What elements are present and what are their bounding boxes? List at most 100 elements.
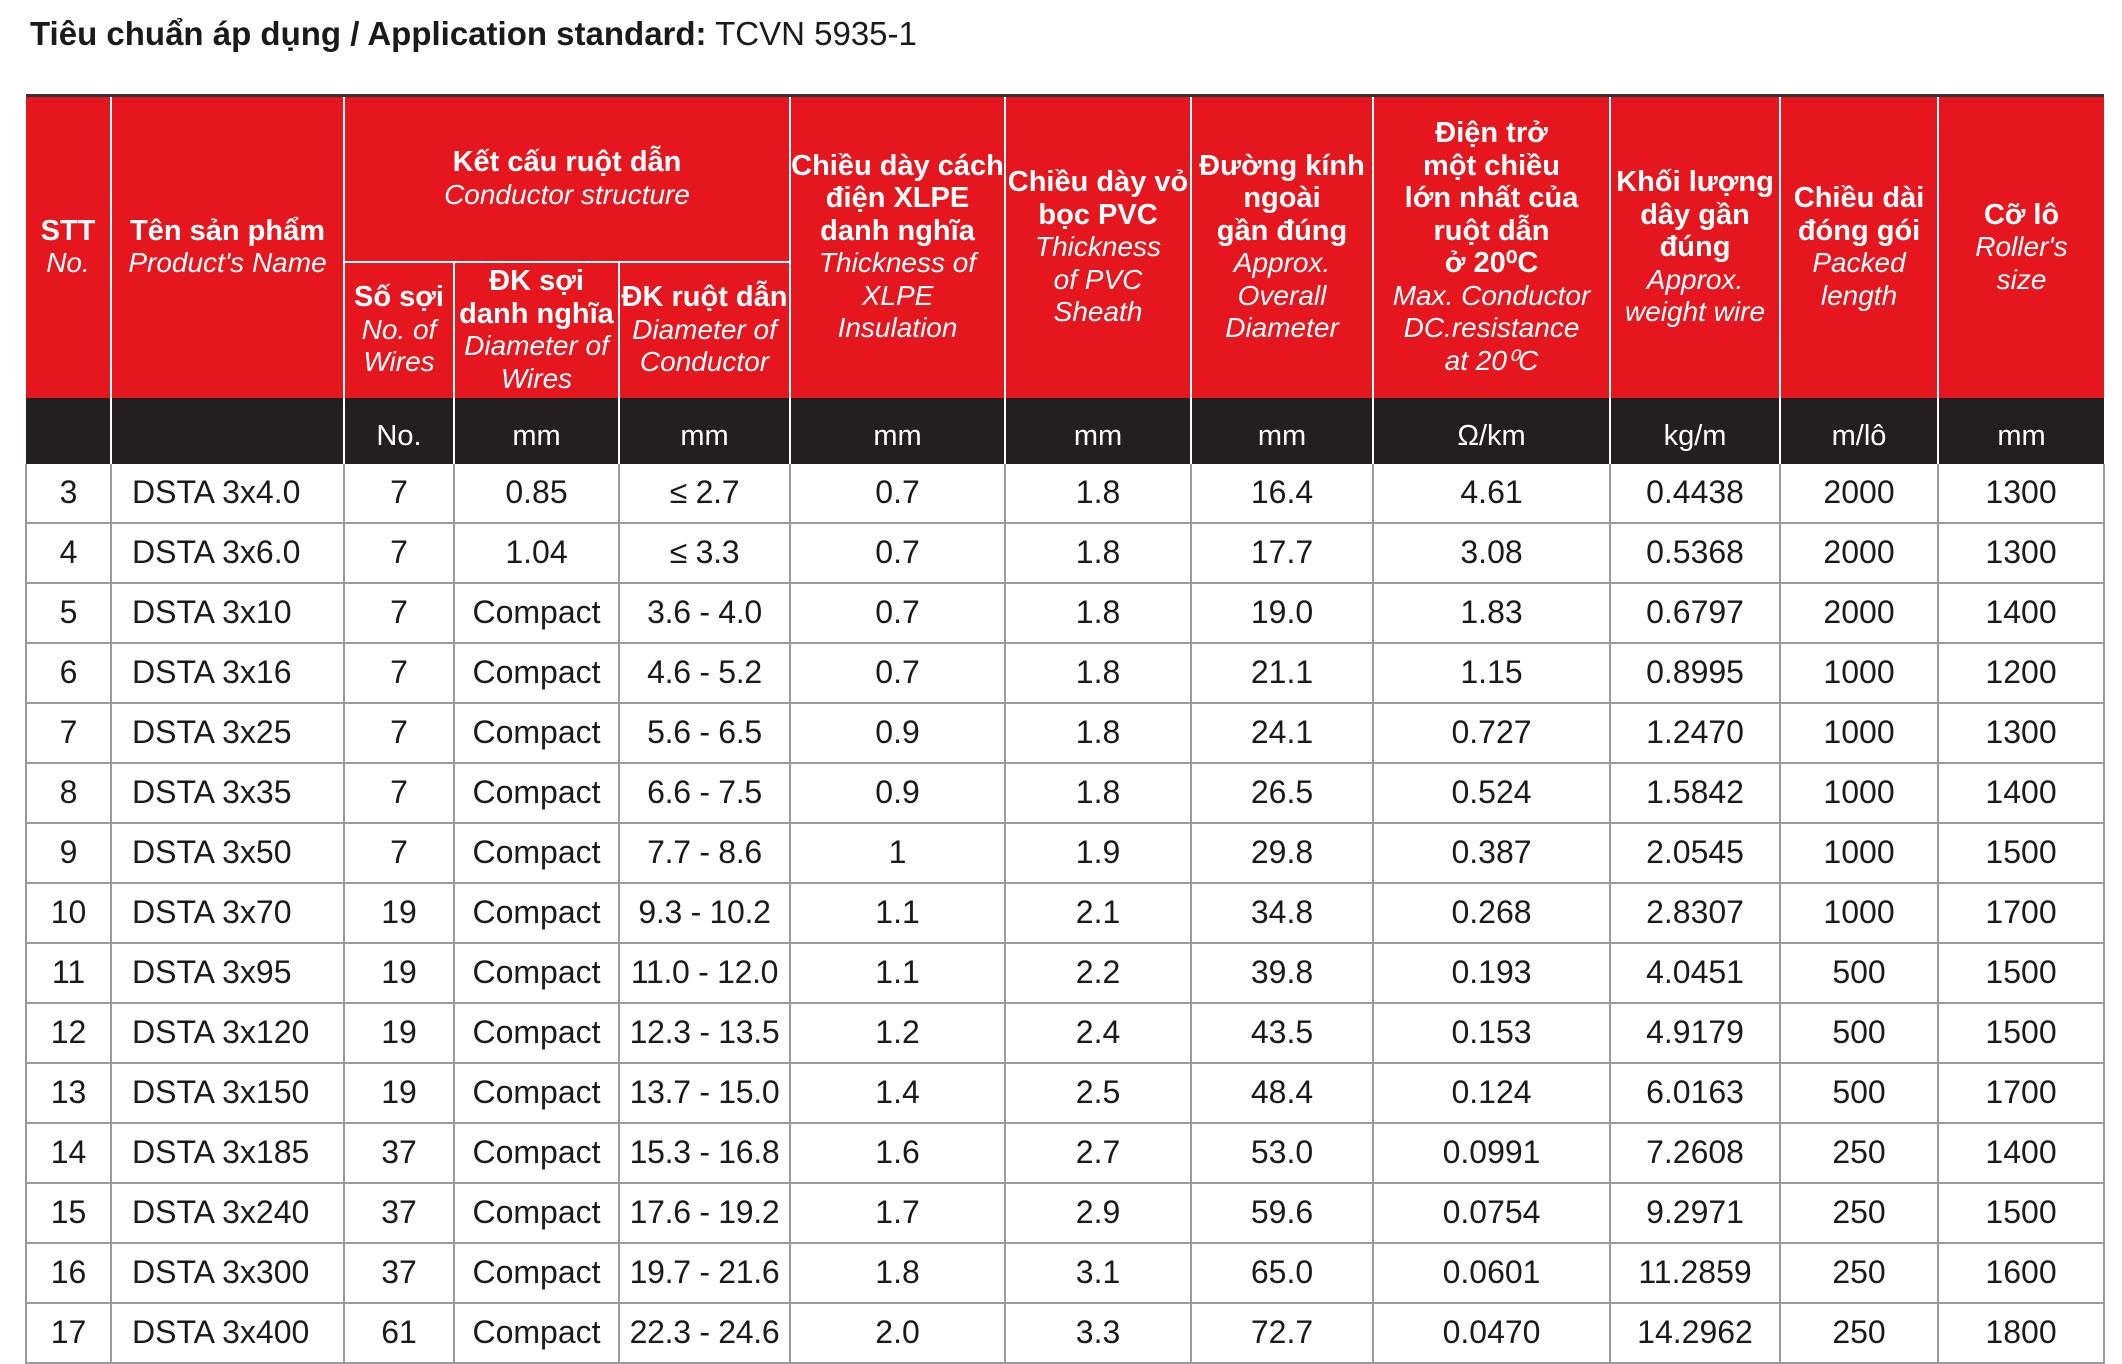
- standard-label: Tiêu chuẩn áp dụng / Application standar…: [30, 15, 707, 52]
- cell-resistance: 0.268: [1373, 882, 1612, 944]
- cell-weight: 0.4438: [1610, 463, 1782, 524]
- cell-overall-diameter: 65.0: [1191, 1242, 1375, 1304]
- cell-resistance: 0.387: [1373, 822, 1612, 884]
- cell-wire-diameter: 0.85: [454, 463, 620, 524]
- cell-overall-diameter: 39.8: [1191, 942, 1375, 1004]
- cell-weight: 1.2470: [1610, 702, 1782, 764]
- cell-sheath: 2.2: [1005, 942, 1193, 1004]
- cell-weight: 0.6797: [1610, 582, 1782, 644]
- unit-cell: mm: [617, 397, 791, 464]
- cell-stt: 4: [25, 522, 112, 584]
- cell-sheath: 1.8: [1005, 642, 1193, 704]
- table-row: 8 DSTA 3x35 7 Compact 6.6 - 7.5 0.9 1.8 26.5 0.5…: [25, 762, 2106, 824]
- table-row: 12 DSTA 3x120 19 Compact 12.3 - 13.5 1.2 2.4 43…: [25, 1002, 2106, 1064]
- cell-wires: 37: [344, 1122, 455, 1184]
- cell-weight: 4.9179: [1610, 1002, 1782, 1064]
- cell-insulation: 1.1: [790, 942, 1007, 1004]
- cell-wire-diameter: Compact: [454, 1122, 620, 1184]
- cell-wires: 61: [344, 1302, 455, 1364]
- unit-cell: mm: [1937, 397, 2105, 464]
- cell-stt: 15: [25, 1182, 112, 1244]
- cell-product-name: DSTA 3x150: [111, 1062, 345, 1124]
- table-row: 11 DSTA 3x95 19 Compact 11.0 - 12.0 1.1 2.2 39.…: [25, 942, 2106, 1004]
- cell-overall-diameter: 72.7: [1191, 1302, 1375, 1364]
- cell-insulation: 1.8: [790, 1242, 1007, 1304]
- cell-packed-length: 1000: [1780, 642, 1940, 704]
- col-packed-length-header: Chiều dài đóng gói Packed length: [1779, 94, 1940, 398]
- cell-product-name: DSTA 3x10: [111, 582, 345, 644]
- cell-insulation: 0.9: [790, 702, 1007, 764]
- cell-wires: 19: [344, 882, 455, 944]
- application-standard: Tiêu chuẩn áp dụng / Application standar…: [30, 14, 917, 54]
- cell-wire-diameter: Compact: [454, 882, 620, 944]
- cell-sheath: 1.8: [1005, 582, 1193, 644]
- cell-product-name: DSTA 3x25: [111, 702, 345, 764]
- cell-packed-length: 250: [1780, 1302, 1940, 1364]
- col-roller-size-header: Cỡ lô Roller's size: [1937, 94, 2105, 398]
- cell-conductor-diameter: 19.7 - 21.6: [619, 1242, 792, 1304]
- cell-wires: 7: [344, 522, 455, 584]
- cell-stt: 7: [25, 702, 112, 764]
- cell-resistance: 3.08: [1373, 522, 1612, 584]
- cell-packed-length: 1000: [1780, 882, 1940, 944]
- cell-product-name: DSTA 3x50: [111, 822, 345, 884]
- cell-product-name: DSTA 3x185: [111, 1122, 345, 1184]
- cell-resistance: 0.193: [1373, 942, 1612, 1004]
- cell-sheath: 3.1: [1005, 1242, 1193, 1304]
- cell-resistance: 0.153: [1373, 1002, 1612, 1064]
- cell-weight: 0.5368: [1610, 522, 1782, 584]
- cell-conductor-diameter: 6.6 - 7.5: [619, 762, 792, 824]
- cell-packed-length: 250: [1780, 1122, 1940, 1184]
- table-row: 6 DSTA 3x16 7 Compact 4.6 - 5.2 0.7 1.8 21.1 1.1…: [25, 642, 2106, 704]
- cell-product-name: DSTA 3x4.0: [111, 463, 345, 524]
- cell-product-name: DSTA 3x70: [111, 882, 345, 944]
- cell-roller-size: 1300: [1938, 463, 2106, 524]
- cell-wires: 7: [344, 822, 455, 884]
- cell-packed-length: 500: [1780, 1002, 1940, 1064]
- cell-packed-length: 2000: [1780, 582, 1940, 644]
- header-row-1: STT No. Tên sản phẩm Product's Name Kết cấ…: [26, 94, 2105, 398]
- cell-overall-diameter: 53.0: [1191, 1122, 1375, 1184]
- conductor-structure-header: Kết cấu ruột dẫn Conductor structure: [342, 94, 792, 263]
- cell-overall-diameter: 43.5: [1191, 1002, 1375, 1064]
- cell-stt: 8: [25, 762, 112, 824]
- unit-cell: mm: [789, 397, 1006, 464]
- cell-stt: 9: [25, 822, 112, 884]
- cell-conductor-diameter: 7.7 - 8.6: [619, 822, 792, 884]
- cell-wires: 7: [344, 463, 455, 524]
- cell-product-name: DSTA 3x35: [111, 762, 345, 824]
- unit-cell: [110, 397, 344, 464]
- table-row: 5 DSTA 3x10 7 Compact 3.6 - 4.0 0.7 1.8 19.0 1.8…: [25, 582, 2106, 644]
- cell-wire-diameter: Compact: [454, 1242, 620, 1304]
- cell-weight: 4.0451: [1610, 942, 1782, 1004]
- cell-sheath: 1.9: [1005, 822, 1193, 884]
- col-insulation-header: Chiều dày cách điện XLPE danh nghĩa Thickn…: [789, 94, 1007, 398]
- cell-conductor-diameter: ≤ 3.3: [619, 522, 792, 584]
- col-weight-header: Khối lượng dây gần đúng Approx. weight wire: [1609, 94, 1782, 398]
- cell-packed-length: 500: [1780, 942, 1940, 1004]
- cell-roller-size: 1400: [1938, 1122, 2106, 1184]
- cell-conductor-diameter: 3.6 - 4.0: [619, 582, 792, 644]
- table-row: 15 DSTA 3x240 37 Compact 17.6 - 19.2 1.7 2.9 59…: [25, 1182, 2106, 1244]
- table-row: 3 DSTA 3x4.0 7 0.85 ≤ 2.7 0.7 1.8 16.4 4.61 0.443…: [25, 463, 2106, 524]
- cell-wire-diameter: Compact: [454, 1062, 620, 1124]
- cell-packed-length: 1000: [1780, 822, 1940, 884]
- cell-stt: 6: [25, 642, 112, 704]
- cell-weight: 1.5842: [1610, 762, 1782, 824]
- table-row: 9 DSTA 3x50 7 Compact 7.7 - 8.6 1 1.9 29.8 0.387…: [25, 822, 2106, 884]
- cell-roller-size: 1600: [1938, 1242, 2106, 1304]
- cell-product-name: DSTA 3x6.0: [111, 522, 345, 584]
- cell-resistance: 1.83: [1373, 582, 1612, 644]
- standard-value: TCVN 5935-1: [715, 15, 917, 52]
- cell-weight: 2.8307: [1610, 882, 1782, 944]
- cell-insulation: 0.7: [790, 642, 1007, 704]
- cell-resistance: 0.0470: [1373, 1302, 1612, 1364]
- cell-wire-diameter: Compact: [454, 702, 620, 764]
- col-name-header: Tên sản phẩm Product's Name: [110, 94, 345, 398]
- cell-weight: 6.0163: [1610, 1062, 1782, 1124]
- unit-cell: mm: [453, 397, 619, 464]
- cell-sheath: 1.8: [1005, 522, 1193, 584]
- cell-conductor-diameter: 5.6 - 6.5: [619, 702, 792, 764]
- cell-roller-size: 1400: [1938, 582, 2106, 644]
- cell-conductor-diameter: 12.3 - 13.5: [619, 1002, 792, 1064]
